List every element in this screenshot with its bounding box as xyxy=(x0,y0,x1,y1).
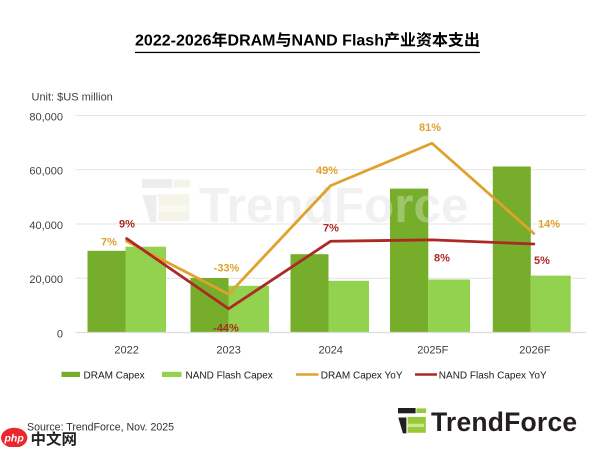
svg-text:TrendForce: TrendForce xyxy=(199,178,469,233)
svg-text:2022-2026: 2022-2026 xyxy=(135,33,212,50)
svg-text:2022: 2022 xyxy=(114,345,138,357)
svg-text:9%: 9% xyxy=(119,219,135,231)
svg-text:2024: 2024 xyxy=(318,345,342,357)
svg-text:DRAM Capex: DRAM Capex xyxy=(84,371,145,382)
svg-text:7%: 7% xyxy=(323,223,339,235)
svg-text:-44%: -44% xyxy=(213,323,239,335)
svg-text:49%: 49% xyxy=(316,165,338,177)
svg-text:-33%: -33% xyxy=(214,263,240,275)
svg-text:81%: 81% xyxy=(419,122,441,134)
svg-text:NAND Flash: NAND Flash xyxy=(292,33,384,50)
svg-text:14%: 14% xyxy=(538,219,560,231)
svg-text:0: 0 xyxy=(57,329,63,341)
svg-text:2026F: 2026F xyxy=(519,345,550,357)
svg-text:20,000: 20,000 xyxy=(29,274,63,286)
svg-text:8%: 8% xyxy=(434,253,450,265)
svg-text:60,000: 60,000 xyxy=(29,166,63,178)
svg-text:NAND Flash Capex YoY: NAND Flash Capex YoY xyxy=(439,371,547,382)
svg-text:NAND Flash Capex: NAND Flash Capex xyxy=(186,371,273,382)
svg-text:Unit: $US million: Unit: $US million xyxy=(32,92,113,104)
svg-text:php: php xyxy=(4,433,25,445)
svg-text:7%: 7% xyxy=(101,237,117,249)
svg-text:5%: 5% xyxy=(534,255,550,267)
svg-text:DRAM: DRAM xyxy=(228,33,276,50)
svg-text:Source: TrendForce, Nov. 2025: Source: TrendForce, Nov. 2025 xyxy=(27,422,174,434)
svg-text:DRAM Capex YoY: DRAM Capex YoY xyxy=(321,371,403,382)
svg-text:TrendForce: TrendForce xyxy=(431,407,577,437)
svg-text:80,000: 80,000 xyxy=(29,111,63,123)
svg-text:40,000: 40,000 xyxy=(29,220,63,232)
svg-text:2023: 2023 xyxy=(216,345,240,357)
svg-text:2025F: 2025F xyxy=(417,345,448,357)
